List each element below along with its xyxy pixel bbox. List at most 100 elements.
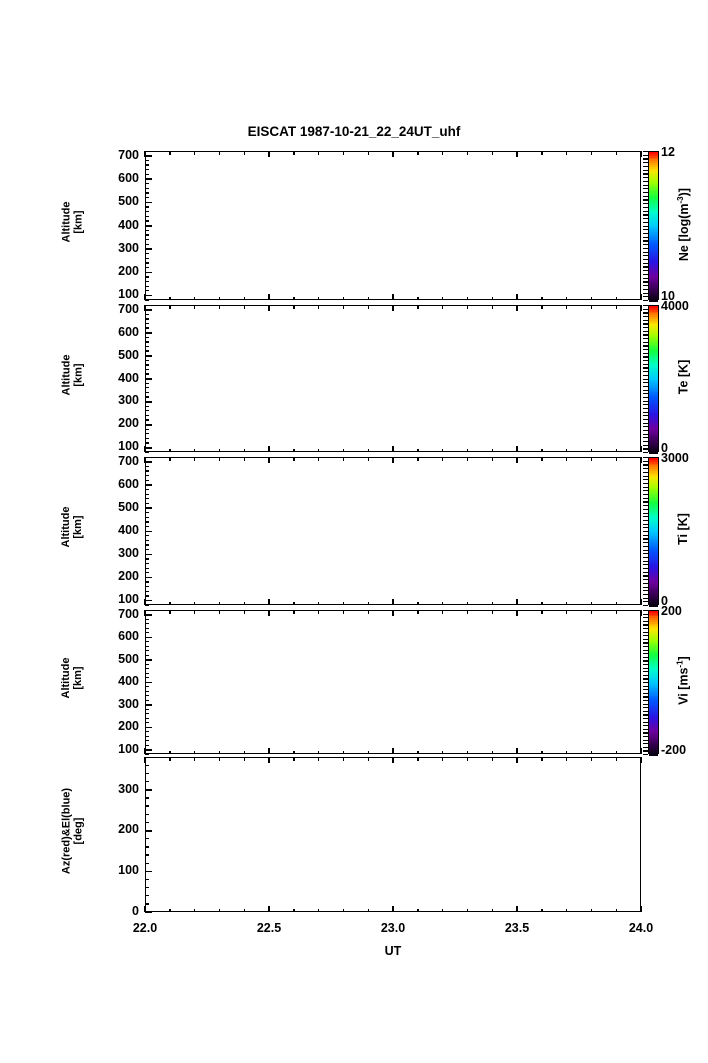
y-axis-label-line1: Altitude: [60, 506, 72, 548]
x-tick-mark: [640, 446, 642, 452]
y-minor-tick: [145, 309, 149, 311]
x-tick-mark: [466, 448, 469, 452]
x-tick-mark: [367, 296, 369, 300]
colorbar-tick: [643, 586, 648, 588]
x-tick-mark: [590, 151, 593, 155]
x-tick-mark: [640, 457, 642, 463]
colorbar-ti: [648, 457, 659, 607]
x-tick-mark: [590, 601, 593, 605]
axes-frame-ti: [145, 457, 641, 605]
colorbar-tick: [643, 497, 648, 499]
colorbar-tick: [643, 486, 648, 488]
colorbar-tick: [643, 363, 648, 365]
x-tick-mark: [417, 601, 419, 605]
x-tick-mark: [169, 296, 171, 300]
colorbar-label-ne: Ne [log(m-3)]: [675, 187, 691, 261]
x-tick-mark: [144, 151, 146, 157]
y-minor-tick: [145, 586, 149, 588]
colorbar-tick: [643, 360, 648, 362]
x-tick-mark: [590, 448, 593, 452]
colorbar-tick: [643, 440, 648, 443]
x-tick-mark: [491, 448, 493, 452]
x-tick-mark: [268, 305, 270, 311]
x-tick-mark: [442, 305, 444, 309]
colorbar-tick: [643, 418, 648, 421]
y-tick-label-te: 700: [118, 301, 139, 316]
colorbar-tick: [643, 341, 648, 343]
x-tick-mark: [491, 457, 493, 461]
y-minor-tick: [145, 475, 149, 477]
x-tick-mark: [342, 457, 345, 461]
colorbar-label-ti: Ti [K]: [676, 513, 690, 545]
x-tick-mark: [144, 294, 146, 300]
y-minor-tick: [145, 257, 149, 259]
x-tick-mark: [367, 305, 369, 309]
x-tick-mark: [194, 601, 196, 605]
colorbar-tick: [643, 345, 648, 347]
colorbar-tick: [643, 404, 648, 406]
panel-vi: [145, 610, 641, 754]
colorbar-tick: [643, 433, 648, 435]
colorbar-tick: [643, 225, 648, 227]
x-tick-mark: [566, 296, 568, 300]
x-tick-mark: [466, 457, 469, 461]
colorbar-tick: [643, 195, 648, 197]
colorbar-tick: [643, 534, 648, 536]
y-minor-tick: [145, 211, 149, 213]
x-tick-mark: [367, 601, 369, 605]
x-tick-mark: [169, 151, 171, 155]
y-minor-tick: [145, 419, 149, 421]
colorbar-tick: [643, 597, 648, 599]
colorbar-label-te: Te [K]: [676, 359, 690, 394]
x-tick-mark: [566, 305, 568, 309]
x-tick-mark: [392, 599, 394, 605]
colorbar-tick: [643, 415, 648, 417]
colorbar-tick: [643, 457, 648, 459]
y-minor-tick: [145, 549, 149, 551]
x-tick-mark: [342, 151, 345, 155]
y-tick-label-te: 400: [118, 370, 139, 385]
panel-ti: [145, 457, 641, 605]
colorbar-te: [648, 305, 659, 454]
x-tick-mark: [516, 305, 518, 311]
x-tick-mark: [590, 305, 593, 309]
y-tick-label-ne: 100: [118, 287, 139, 302]
colorbar-tick: [643, 188, 648, 190]
panel-te: [145, 305, 641, 452]
x-tick-mark: [169, 601, 171, 605]
x-tick-mark: [516, 294, 518, 300]
colorbar-tick: [643, 177, 648, 179]
y-minor-tick: [145, 382, 149, 384]
y-minor-tick: [145, 446, 149, 449]
x-tick-mark: [218, 448, 221, 452]
y-minor-tick: [145, 461, 149, 463]
colorbar-tick: [643, 151, 648, 153]
axes-frame-te: [145, 305, 641, 452]
x-tick-mark: [615, 151, 617, 155]
y-minor-tick: [145, 405, 149, 407]
y-minor-tick: [145, 201, 149, 204]
y-minor-tick: [145, 304, 149, 306]
y-minor-tick: [145, 266, 149, 269]
x-tick-mark: [417, 457, 419, 461]
y-tick-label-te: 200: [118, 416, 139, 431]
colorbar-tick: [643, 448, 648, 450]
y-minor-tick: [145, 332, 149, 334]
y-minor-tick: [145, 192, 149, 194]
y-tick-label-ti: 200: [118, 569, 139, 584]
colorbar-tick: [643, 590, 648, 592]
y-minor-tick: [145, 359, 149, 361]
x-tick-mark: [516, 599, 518, 605]
y-minor-tick: [145, 225, 149, 227]
y-minor-tick: [145, 378, 149, 380]
y-minor-tick: [145, 433, 149, 435]
y-minor-tick: [145, 423, 149, 426]
x-tick-mark: [615, 457, 617, 461]
colorbar-tick: [643, 482, 648, 485]
y-tick-label-te: 300: [118, 393, 139, 408]
y-tick-label-vi: 600: [118, 629, 139, 643]
x-tick-mark: [144, 446, 146, 452]
x-tick-mark: [144, 305, 146, 311]
colorbar-tick: [643, 292, 648, 294]
y-minor-tick: [145, 414, 149, 417]
